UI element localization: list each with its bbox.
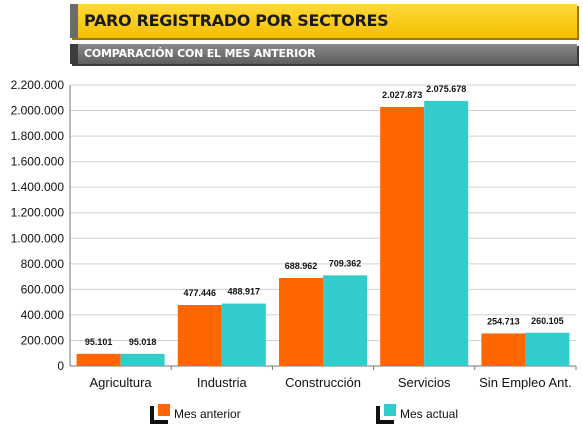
chart-title: PARO REGISTRADO POR SECTORES <box>84 11 389 30</box>
y-tick-label: 1.800.000 <box>11 129 65 143</box>
data-label: 95.101 <box>85 337 113 347</box>
subtitle-banner: COMPARACIÓN CON EL MES ANTERIOR <box>70 44 577 64</box>
y-tick-label: 800.000 <box>21 257 65 271</box>
chart-subtitle: COMPARACIÓN CON EL MES ANTERIOR <box>84 47 316 60</box>
bar-mes-actual <box>525 332 570 366</box>
data-label: 488.917 <box>228 287 261 297</box>
bar-mes-actual <box>221 303 266 366</box>
x-tick-label: Sin Empleo Ant. <box>479 375 572 390</box>
x-tick-label: Servicios <box>398 375 451 390</box>
data-label: 709.362 <box>329 258 362 268</box>
y-tick-label: 2.000.000 <box>11 104 65 118</box>
y-tick-label: 400.000 <box>21 308 65 322</box>
bar-mes-actual <box>424 100 469 367</box>
data-label: 2.027.873 <box>382 90 422 100</box>
y-tick-label: 200.000 <box>21 333 65 347</box>
data-label: 95.018 <box>129 337 157 347</box>
data-label: 260.105 <box>531 316 564 326</box>
data-label: 254.713 <box>487 316 520 326</box>
bar-mes-actual <box>120 353 165 366</box>
x-tick-label: Agricultura <box>90 375 153 390</box>
y-tick-label: 1.600.000 <box>11 155 65 169</box>
bar-mes-anterior <box>76 353 121 366</box>
bar-mes-anterior <box>380 106 425 366</box>
title-banner: PARO REGISTRADO POR SECTORES <box>70 4 577 38</box>
y-tick-label: 0 <box>57 359 64 373</box>
y-tick-label: 2.200.000 <box>11 78 65 92</box>
legend-swatch-mes-actual <box>376 404 396 424</box>
bar-mes-anterior <box>177 305 222 366</box>
subtitle-accent <box>70 44 78 64</box>
bar-mes-anterior <box>279 278 323 366</box>
y-tick-label: 1.200.000 <box>11 206 65 220</box>
legend-label-mes-actual: Mes actual <box>400 407 459 421</box>
y-tick-label: 600.000 <box>21 282 65 296</box>
data-label: 2.075.678 <box>426 84 466 94</box>
y-tick-label: 1.000.000 <box>11 231 65 245</box>
legend-swatch-mes-anterior <box>150 404 170 424</box>
y-tick-label: 1.400.000 <box>11 180 65 194</box>
legend-label-mes-anterior: Mes anterior <box>174 407 241 421</box>
data-label: 688.962 <box>285 261 318 271</box>
data-label: 477.446 <box>184 288 217 298</box>
x-tick-label: Industria <box>197 375 248 390</box>
x-tick-label: Construcción <box>285 375 361 390</box>
title-accent <box>70 4 78 38</box>
bar-mes-actual <box>323 275 367 366</box>
bar-mes-anterior <box>481 333 526 366</box>
